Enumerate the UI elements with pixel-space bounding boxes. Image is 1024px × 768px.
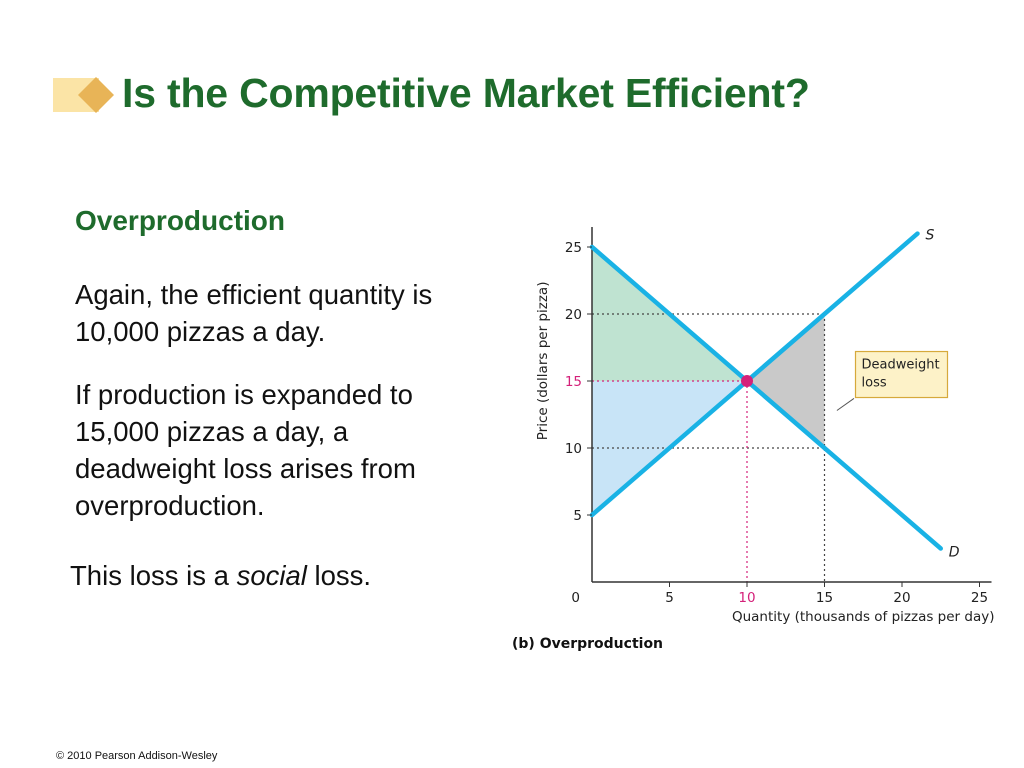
callout-label-line: Deadweight [862, 358, 940, 373]
x-tick-label: 5 [665, 590, 674, 606]
deadweight-loss-callout [854, 350, 949, 399]
y-tick-label: 15 [565, 374, 582, 390]
social-loss-text-start: This loss is a [70, 560, 237, 591]
demand-curve [589, 244, 943, 551]
x-tick-label: 20 [893, 590, 910, 606]
social-emphasis: social [236, 560, 307, 591]
deadweight-loss-area [747, 314, 825, 448]
callout-label-line: loss [862, 376, 887, 391]
y-tick-label: 10 [565, 441, 582, 457]
paragraph-efficient-quantity: Again, the efficient quantity is 10,000 … [75, 279, 433, 347]
callout-pointer [836, 398, 855, 411]
paragraph-deadweight-loss: If production is expanded to 15,000 pizz… [75, 379, 416, 521]
origin-label: 0 [571, 590, 580, 606]
paragraph-social-loss: This loss is a social loss. [70, 557, 490, 594]
y-tick-label: 5 [573, 508, 582, 524]
supply-curve-label: S [926, 228, 935, 244]
equilibrium-point [741, 375, 753, 387]
section-heading: Overproduction [75, 205, 286, 236]
chart-caption: (b) Overproduction [512, 636, 663, 652]
demand-curve-label: D [949, 545, 960, 561]
y-axis-title: Price (dollars per pizza) [535, 282, 551, 441]
slide-title: Is the Competitive Market Efficient? [122, 70, 810, 116]
y-tick-label: 25 [565, 240, 582, 256]
overproduction-chart: D S 5 10 15 20 25 5 10 15 20 25 0 Quantity (thousands… [512, 227, 995, 652]
x-axis-title: Quantity (thousands of pizzas per day) [732, 609, 995, 625]
y-tick-label: 20 [565, 307, 582, 323]
title-diamond-icon [53, 77, 114, 113]
social-loss-text-end: loss. [306, 560, 372, 591]
x-tick-label: 15 [816, 590, 833, 606]
copyright-footer: © 2010 Pearson Addison-Wesley [56, 750, 218, 762]
supply-curve [589, 231, 920, 518]
x-tick-label: 10 [738, 590, 755, 606]
x-tick-label: 25 [971, 590, 988, 606]
